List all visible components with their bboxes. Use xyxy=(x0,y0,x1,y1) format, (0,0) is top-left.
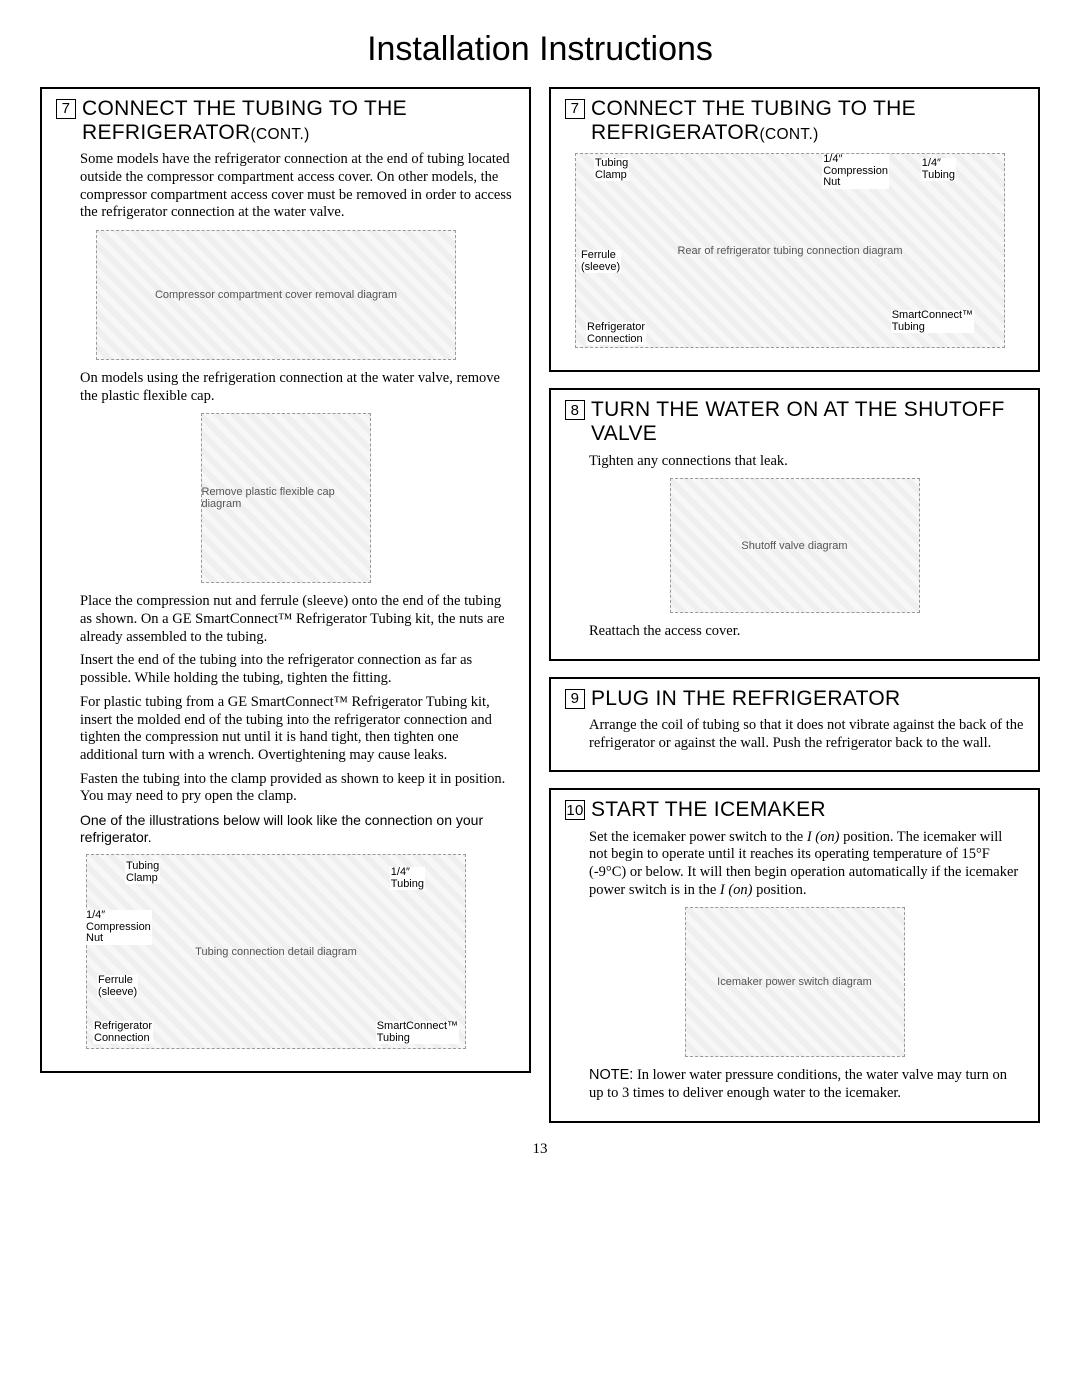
step-8-heading: 8 TURN THE WATER ON AT THE SHUTOFF VALVE xyxy=(565,398,1024,446)
body-text: Place the compression nut and ferrule (s… xyxy=(80,593,515,646)
step-9: 9 PLUG IN THE REFRIGERATOR Arrange the c… xyxy=(549,677,1040,773)
label-compression-nut: 1/4″ Compression Nut xyxy=(85,910,152,945)
label-smartconnect: SmartConnect™ Tubing xyxy=(891,310,974,333)
step-10: 10 START THE ICEMAKER Set the icemaker p… xyxy=(549,788,1040,1122)
note-text: NOTE: In lower water pressure conditions… xyxy=(589,1067,1024,1102)
step-7-left-heading: 7 CONNECT THE TUBING TO THE REFRIGERATOR… xyxy=(56,97,515,145)
label-quarter-tubing: 1/4″ Tubing xyxy=(921,158,956,181)
page-title: Installation Instructions xyxy=(40,30,1040,69)
body-text: Tighten any connections that leak. xyxy=(589,453,1024,471)
figure-shutoff-valve: Shutoff valve diagram xyxy=(670,478,920,613)
step-title: START THE ICEMAKER xyxy=(591,798,1024,822)
step-number-box: 7 xyxy=(56,99,76,119)
label-refrig-conn: Refrigerator Connection xyxy=(93,1021,153,1044)
body-text: For plastic tubing from a GE SmartConnec… xyxy=(80,694,515,765)
label-tubing-clamp: Tubing Clamp xyxy=(594,158,629,181)
body-text: Reattach the access cover. xyxy=(589,623,1024,641)
step-number-box: 9 xyxy=(565,689,585,709)
body-text: Arrange the coil of tubing so that it do… xyxy=(589,717,1024,752)
step-7-right-heading: 7 CONNECT THE TUBING TO THE REFRIGERATOR… xyxy=(565,97,1024,145)
label-ferrule: Ferrule (sleeve) xyxy=(97,975,138,998)
label-tubing-clamp: Tubing Clamp xyxy=(125,861,160,884)
step-title: CONNECT THE TUBING TO THE REFRIGERATOR(C… xyxy=(591,97,1024,145)
step-9-heading: 9 PLUG IN THE REFRIGERATOR xyxy=(565,687,1024,711)
figure-compartment-cover: Compressor compartment cover removal dia… xyxy=(96,230,456,360)
step-7-right: 7 CONNECT THE TUBING TO THE REFRIGERATOR… xyxy=(549,87,1040,372)
label-ferrule: Ferrule (sleeve) xyxy=(580,250,621,273)
step-7-left: 7 CONNECT THE TUBING TO THE REFRIGERATOR… xyxy=(40,87,531,1073)
step-title: TURN THE WATER ON AT THE SHUTOFF VALVE xyxy=(591,398,1024,446)
note-lead: NOTE: xyxy=(589,1067,633,1083)
step-title: CONNECT THE TUBING TO THE REFRIGERATOR(C… xyxy=(82,97,515,145)
step-10-heading: 10 START THE ICEMAKER xyxy=(565,798,1024,822)
step-number-box: 10 xyxy=(565,800,585,820)
body-text: On models using the refrigeration connec… xyxy=(80,370,515,405)
figure-connection-detail-right: Rear of refrigerator tubing connection d… xyxy=(575,153,1005,348)
body-text: Insert the end of the tubing into the re… xyxy=(80,652,515,687)
body-text: Some models have the refrigerator connec… xyxy=(80,151,515,222)
body-text: Fasten the tubing into the clamp provide… xyxy=(80,771,515,806)
figure-remove-cap: Remove plastic flexible cap diagram xyxy=(201,413,371,583)
step-number-box: 7 xyxy=(565,99,585,119)
step-8: 8 TURN THE WATER ON AT THE SHUTOFF VALVE… xyxy=(549,388,1040,661)
right-column: 7 CONNECT THE TUBING TO THE REFRIGERATOR… xyxy=(549,87,1040,1123)
figure-icemaker-switch: Icemaker power switch diagram xyxy=(685,907,905,1057)
body-text: Set the icemaker power switch to the I (… xyxy=(589,829,1024,900)
step-title: PLUG IN THE REFRIGERATOR xyxy=(591,687,1024,711)
left-column: 7 CONNECT THE TUBING TO THE REFRIGERATOR… xyxy=(40,87,531,1123)
label-quarter-tubing: 1/4″ Tubing xyxy=(390,867,425,890)
label-smartconnect: SmartConnect™ Tubing xyxy=(376,1021,459,1044)
content-columns: 7 CONNECT THE TUBING TO THE REFRIGERATOR… xyxy=(40,87,1040,1123)
label-compression-nut: 1/4″ Compression Nut xyxy=(822,154,889,189)
label-refrig-conn: Refrigerator Connection xyxy=(586,322,646,345)
figure-connection-detail-left: Tubing connection detail diagram Tubing … xyxy=(86,854,466,1049)
body-text: One of the illustrations below will look… xyxy=(80,812,515,846)
step-number-box: 8 xyxy=(565,400,585,420)
page-number: 13 xyxy=(40,1141,1040,1158)
